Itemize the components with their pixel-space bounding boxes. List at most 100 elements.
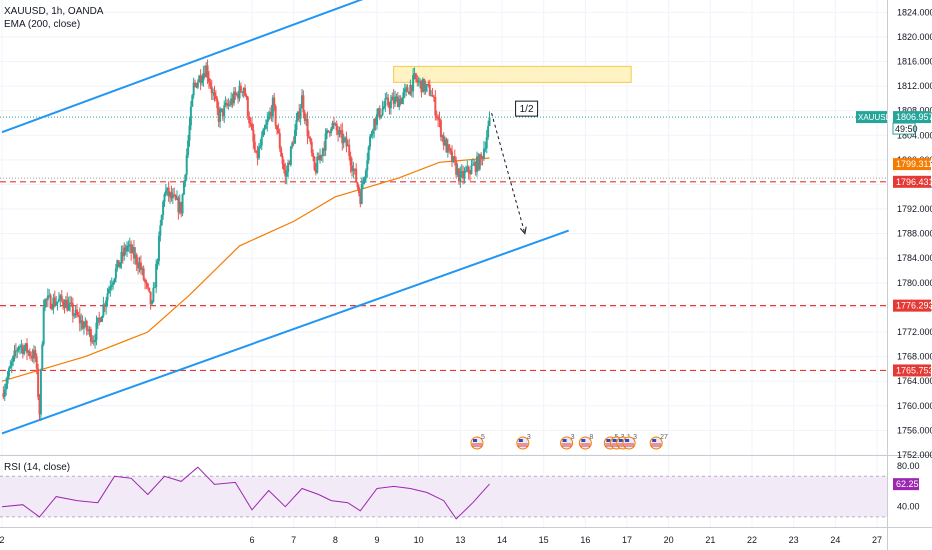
time-axis[interactable]: 2 6 7 8 9 10 13 14 15 16 17 20 21 22 23 24 27 (0, 535, 882, 545)
candle-body[interactable] (403, 89, 406, 93)
candle-body[interactable] (445, 139, 448, 153)
candle-body[interactable] (401, 97, 403, 104)
candle-body[interactable] (6, 376, 9, 384)
candle-body[interactable] (476, 156, 478, 172)
candle-body[interactable] (292, 142, 295, 144)
candle-body[interactable] (278, 133, 281, 149)
candle-body[interactable] (16, 350, 19, 352)
candle-body[interactable] (126, 246, 128, 252)
candle-body[interactable] (182, 182, 185, 195)
candle-body[interactable] (405, 87, 408, 90)
candle-body[interactable] (471, 164, 474, 166)
candle-body[interactable] (455, 160, 458, 175)
economic-event[interactable]: 27 (649, 434, 668, 450)
candle-body[interactable] (478, 154, 481, 170)
candle-body[interactable] (469, 172, 472, 174)
candle-body[interactable] (256, 152, 259, 159)
candle-body[interactable] (35, 356, 38, 369)
candle-body[interactable] (88, 329, 91, 331)
candle-body[interactable] (230, 98, 233, 105)
supply-zone[interactable] (393, 65, 632, 83)
candle-body[interactable] (203, 73, 206, 77)
candle-body[interactable] (149, 291, 152, 305)
candle-body[interactable] (167, 187, 170, 197)
candle-body[interactable] (124, 247, 127, 252)
candle-body[interactable] (466, 166, 469, 171)
candle-body[interactable] (284, 170, 287, 177)
candle-body[interactable] (488, 117, 491, 127)
candle-body[interactable] (3, 389, 6, 397)
candle-body[interactable] (344, 137, 347, 139)
candle-body[interactable] (313, 156, 316, 170)
candle-body[interactable] (102, 304, 105, 317)
candle-body[interactable] (89, 329, 92, 342)
candle-body[interactable] (148, 287, 151, 292)
candle-body[interactable] (31, 356, 34, 359)
candle-body[interactable] (387, 97, 390, 106)
candle-body[interactable] (37, 368, 40, 398)
candle-body[interactable] (91, 340, 94, 342)
candle-body[interactable] (120, 251, 123, 263)
candle-body[interactable] (95, 322, 98, 340)
candle-body[interactable] (69, 302, 72, 304)
candle-body[interactable] (251, 123, 253, 130)
candle-body[interactable] (349, 156, 352, 166)
candle-body[interactable] (17, 346, 20, 351)
candle-body[interactable] (378, 108, 381, 118)
candle-body[interactable] (263, 128, 266, 131)
candle-body[interactable] (463, 171, 466, 179)
candle-body[interactable] (291, 142, 294, 147)
candle-body[interactable] (92, 340, 95, 343)
candle-body[interactable] (216, 98, 219, 109)
candle-body[interactable] (309, 137, 312, 142)
candle-body[interactable] (402, 92, 405, 98)
candle-body[interactable] (366, 160, 369, 171)
candle-body[interactable] (217, 108, 220, 122)
candle-body[interactable] (370, 133, 373, 137)
candle-body[interactable] (398, 99, 401, 108)
candle-body[interactable] (323, 148, 326, 151)
candle-body[interactable] (395, 96, 398, 98)
candle-body[interactable] (484, 148, 487, 150)
candle-body[interactable] (123, 247, 126, 257)
candle-body[interactable] (444, 139, 447, 146)
channel-lower-line[interactable] (1, 229, 570, 435)
candle-body[interactable] (98, 317, 101, 319)
candle-body[interactable] (238, 85, 241, 99)
candle-body[interactable] (269, 111, 272, 116)
candle-body[interactable] (420, 80, 423, 93)
candle-body[interactable] (185, 154, 188, 175)
candle-body[interactable] (363, 177, 366, 182)
candle-body[interactable] (320, 155, 323, 157)
candle-body[interactable] (449, 148, 452, 152)
candle-body[interactable] (44, 299, 47, 308)
candle-body[interactable] (352, 168, 355, 172)
candle-body[interactable] (241, 91, 244, 93)
candle-body[interactable] (206, 65, 209, 78)
economic-event[interactable]: 5 (470, 434, 485, 450)
candle-body[interactable] (474, 162, 477, 172)
candle-body[interactable] (20, 345, 23, 347)
candle-body[interactable] (201, 80, 203, 84)
candle-body[interactable] (480, 154, 483, 158)
candle-body[interactable] (305, 118, 308, 121)
candle-body[interactable] (9, 365, 12, 369)
candle-body[interactable] (303, 112, 306, 121)
candle-body[interactable] (94, 339, 97, 343)
candle-body[interactable] (428, 84, 431, 96)
candle-body[interactable] (60, 295, 63, 301)
candle-body[interactable] (55, 303, 58, 306)
candle-body[interactable] (178, 202, 181, 213)
candle-body[interactable] (389, 100, 392, 109)
candle-body[interactable] (353, 168, 356, 170)
candle-body[interactable] (21, 345, 24, 354)
candle-body[interactable] (357, 187, 360, 194)
candle-body[interactable] (99, 318, 102, 322)
candle-body[interactable] (70, 302, 73, 304)
candle-body[interactable] (221, 108, 224, 117)
candle-body[interactable] (260, 136, 263, 146)
candle-body[interactable] (128, 244, 131, 246)
candle-body[interactable] (187, 140, 190, 155)
candle-body[interactable] (384, 98, 387, 107)
candle-body[interactable] (257, 147, 260, 159)
